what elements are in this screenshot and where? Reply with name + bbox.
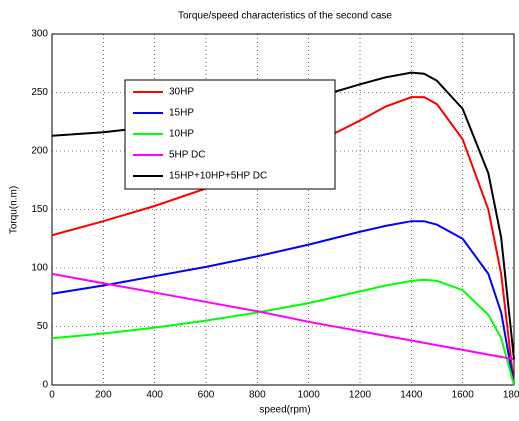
plot-frame (51, 33, 515, 386)
legend-label: 15HP (169, 108, 194, 119)
y-tick-label: 150 (31, 204, 48, 215)
y-tick-label: 300 (31, 29, 48, 40)
y-tick-label: 100 (31, 263, 48, 274)
legend-label: 5HP DC (169, 150, 206, 161)
x-tick-label: 1800 (503, 390, 519, 401)
y-tick-label: 200 (31, 146, 48, 157)
y-tick-label: 250 (31, 87, 48, 98)
x-tick-label: 1400 (400, 390, 423, 401)
y-tick-label: 0 (42, 380, 48, 391)
x-tick-label: 200 (95, 390, 112, 401)
series-line (51, 278, 515, 386)
series-line (51, 272, 515, 361)
x-tick-label: 1200 (349, 390, 372, 401)
x-tick-label: 800 (249, 390, 266, 401)
x-tick-label: 0 (49, 390, 55, 401)
legend-label: 30HP (169, 87, 194, 98)
x-axis-label: speed(rpm) (259, 405, 310, 416)
y-tick-label: 50 (37, 321, 49, 332)
x-tick-label: 1000 (298, 390, 321, 401)
x-tick-label: 400 (146, 390, 163, 401)
x-tick-label: 1600 (452, 390, 475, 401)
legend-label: 10HP (169, 129, 194, 140)
chart-title: Torque/speed characteristics of the seco… (178, 11, 392, 22)
legend-label: 15HP+10HP+5HP DC (169, 171, 267, 182)
series-line (51, 220, 515, 386)
y-axis-label: Torqu(n.m) (9, 186, 20, 234)
series-line (51, 96, 515, 386)
x-tick-label: 600 (198, 390, 215, 401)
